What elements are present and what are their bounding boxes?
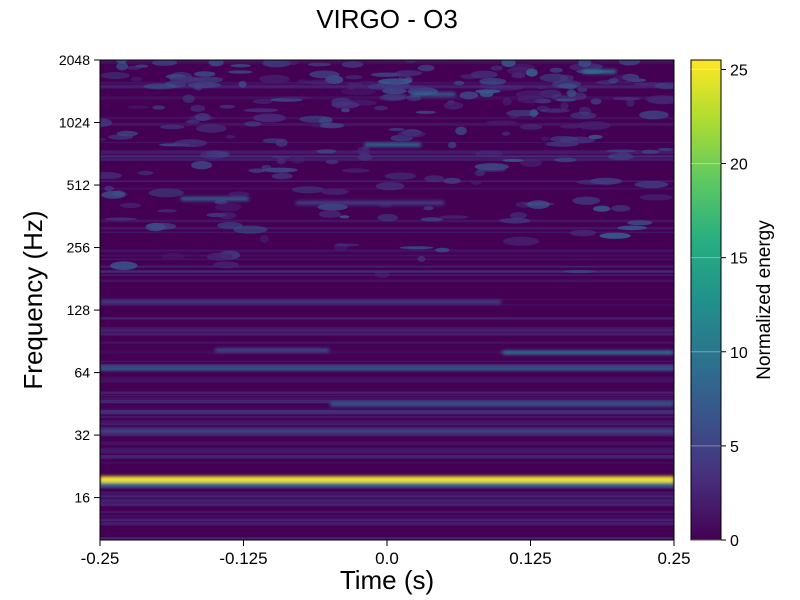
y-tick-label: 32 bbox=[74, 427, 90, 443]
y-tick-label: 128 bbox=[67, 302, 91, 318]
x-tick-label: 0.25 bbox=[657, 549, 690, 568]
y-tick-label: 256 bbox=[67, 240, 91, 256]
colorbar-tick-label: 10 bbox=[730, 345, 748, 362]
plot-area bbox=[99, 59, 675, 541]
energy-feature-9 bbox=[295, 200, 445, 205]
energy-feature-3 bbox=[100, 429, 674, 433]
y-tick-label: 2048 bbox=[59, 52, 90, 68]
energy-feature-7 bbox=[214, 348, 330, 353]
x-axis: -0.25 -0.125 0.0 0.125 0.25 bbox=[81, 540, 691, 568]
y-tick-label: 64 bbox=[74, 365, 90, 381]
colorbar-ticks: 0 5 10 15 20 25 bbox=[691, 62, 748, 550]
colorbar-gradient bbox=[690, 59, 722, 541]
colorbar-tick-label: 15 bbox=[730, 251, 748, 268]
energy-feature-4 bbox=[329, 402, 674, 407]
x-tick-label: -0.25 bbox=[81, 549, 120, 568]
y-tick-label: 16 bbox=[74, 490, 90, 506]
energy-feature-13 bbox=[582, 69, 617, 74]
colorbar-tick-label: 25 bbox=[730, 62, 748, 79]
energy-feature-11 bbox=[364, 142, 422, 147]
y-axis: 16 32 64 128 256 512 1024 2048 bbox=[59, 52, 100, 506]
energy-feature-8 bbox=[100, 300, 502, 304]
y-tick-label: 1024 bbox=[59, 115, 90, 131]
colorbar: 0 5 10 15 20 25 Normalized energy bbox=[690, 59, 775, 550]
colorbar-tick-label: 5 bbox=[730, 439, 739, 456]
x-tick-label: 0.125 bbox=[509, 549, 552, 568]
y-axis-label: Frequency (Hz) bbox=[18, 210, 48, 389]
colorbar-label: Normalized energy bbox=[754, 220, 775, 380]
energy-feature-10 bbox=[180, 196, 250, 201]
colorbar-tick-label: 20 bbox=[730, 157, 748, 174]
x-axis-label: Time (s) bbox=[340, 565, 434, 595]
x-tick-label: 0.0 bbox=[375, 549, 399, 568]
y-tick-label: 512 bbox=[67, 177, 91, 193]
energy-features bbox=[100, 69, 674, 487]
energy-feature-12 bbox=[410, 92, 456, 97]
colorbar-tick-label: 0 bbox=[730, 533, 739, 550]
chart-title: VIRGO - O3 bbox=[316, 4, 458, 34]
energy-feature-1 bbox=[100, 476, 674, 484]
x-tick-label: -0.125 bbox=[219, 549, 267, 568]
energy-feature-6 bbox=[501, 350, 674, 355]
energy-feature-2 bbox=[100, 482, 674, 487]
energy-feature-5 bbox=[100, 366, 674, 371]
